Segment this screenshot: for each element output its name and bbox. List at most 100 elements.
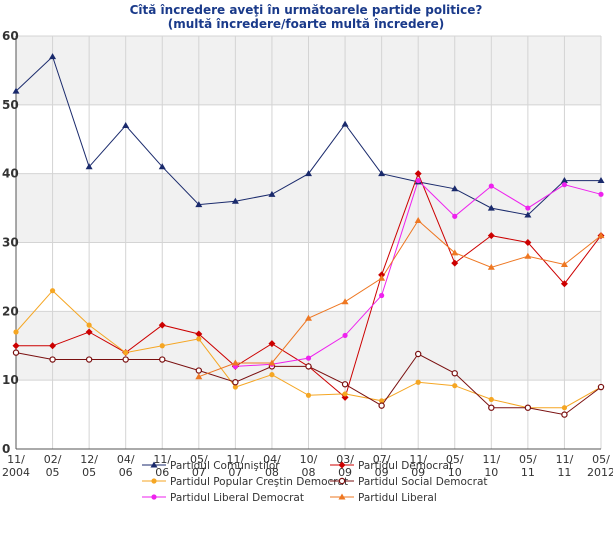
- data-point: [342, 332, 348, 339]
- x-tick-label-line: 05/: [446, 453, 464, 466]
- x-tick-label: 04/06: [117, 453, 135, 479]
- y-tick-label: 60: [2, 29, 19, 43]
- x-tick-label: 11/07: [227, 453, 245, 479]
- legend: Partidul Comuniştilor Partidul Democrat Pa…: [142, 460, 488, 504]
- x-tick-label: 10/08: [300, 453, 318, 479]
- data-point: [379, 398, 385, 404]
- legend-label: Partidul Social Democrat: [358, 476, 488, 488]
- data-point: [196, 336, 202, 342]
- x-tick-label: 02/05: [44, 453, 62, 479]
- data-point: [338, 477, 346, 485]
- y-tick-label: 40: [2, 167, 19, 181]
- x-tick-label-line: 08: [302, 466, 316, 479]
- data-point: [49, 53, 57, 60]
- data-point: [338, 461, 346, 469]
- data-point: [487, 263, 495, 270]
- data-point: [488, 396, 494, 403]
- x-tick-label-line: 11/: [153, 453, 171, 466]
- data-point: [269, 372, 275, 378]
- data-point: [305, 392, 312, 398]
- x-tick-label-line: 02/: [44, 453, 62, 466]
- legend-item: Partidul Social Democrat: [330, 476, 488, 488]
- legend-label: Partidul Democrat: [358, 460, 453, 472]
- x-tick-label: 11/11: [556, 453, 574, 479]
- data-point: [123, 350, 129, 356]
- data-point: [159, 356, 166, 363]
- data-point: [341, 120, 349, 127]
- data-point: [268, 359, 276, 366]
- x-tick-label-line: 03/: [336, 453, 354, 466]
- data-point: [195, 201, 203, 208]
- data-point: [414, 350, 422, 358]
- x-tick-label: 03/09: [336, 453, 354, 479]
- legend-label: Partidul Liberal: [358, 492, 437, 504]
- x-tick-label-line: 12/: [80, 453, 98, 466]
- data-point: [341, 298, 349, 305]
- data-point: [451, 185, 459, 192]
- data-point: [195, 330, 203, 338]
- data-point: [379, 292, 385, 299]
- data-point: [414, 216, 422, 223]
- x-tick-label-line: 06: [155, 466, 169, 479]
- x-tick-label-line: 05/: [519, 453, 537, 466]
- legend-label: Partidul Comuniştilor: [170, 460, 280, 472]
- data-point: [85, 328, 93, 336]
- data-point: [85, 356, 93, 363]
- data-point: [231, 359, 239, 366]
- data-point: [86, 322, 92, 328]
- axes: [15, 36, 601, 450]
- x-axis-tick-labels: 11/200402/0512/0504/0611/0605/0711/0704/…: [2, 453, 613, 479]
- legend-label: Partidul Liberal Democrat: [170, 492, 304, 504]
- data-point: [305, 363, 312, 370]
- data-point: [452, 213, 458, 219]
- x-tick-label: 05/07: [190, 453, 208, 479]
- data-point: [415, 379, 421, 385]
- x-tick-label: 12/05: [80, 453, 98, 479]
- x-tick-label-line: 04/: [117, 453, 135, 466]
- data-point: [13, 329, 19, 335]
- x-tick-label-line: 05: [46, 466, 60, 479]
- data-point: [561, 405, 568, 411]
- data-point: [305, 355, 312, 361]
- data-point: [49, 342, 57, 350]
- data-point: [158, 321, 166, 329]
- data-point: [487, 232, 495, 240]
- legend-item: Partidul Comuniştilor: [142, 460, 280, 472]
- x-tick-label-line: 2004: [2, 466, 30, 479]
- x-tick-label-line: 10: [448, 466, 462, 479]
- data-point: [341, 381, 349, 388]
- x-tick-label-line: 06: [119, 466, 133, 479]
- data-point: [560, 261, 568, 268]
- gridlines: [15, 35, 602, 450]
- legend-label: Partidul Popular Creştin Democrat: [170, 476, 348, 488]
- data-point: [378, 274, 386, 281]
- x-tick-label-line: 04/: [263, 453, 281, 466]
- x-tick-label-line: 11/: [7, 453, 25, 466]
- y-tick-label: 10: [2, 373, 19, 387]
- x-tick-label: 11/10: [482, 453, 500, 479]
- data-point: [122, 121, 130, 128]
- data-point: [524, 252, 532, 259]
- x-tick-label: 11/06: [153, 453, 171, 479]
- x-tick-label-line: 09: [338, 466, 352, 479]
- series-line: [198, 219, 602, 378]
- data-point: [524, 239, 532, 246]
- y-tick-label: 30: [2, 236, 19, 250]
- series-markers: [12, 53, 605, 418]
- y-tick-label: 20: [2, 304, 19, 318]
- x-tick-label-line: 11/: [227, 453, 245, 466]
- y-axis-tick-labels: 0 10 20 30 40 50 60: [2, 29, 19, 456]
- data-point: [488, 404, 495, 411]
- x-tick-label-line: 07: [192, 466, 206, 479]
- data-point: [560, 280, 568, 288]
- data-point: [338, 493, 346, 500]
- x-tick-label-line: 10/: [300, 453, 318, 466]
- data-point: [597, 383, 605, 391]
- data-point: [232, 379, 239, 386]
- legend-item: Partidul Liberal: [330, 492, 437, 504]
- x-tick-label-line: 09: [411, 466, 425, 479]
- x-tick-label-line: 11/: [556, 453, 574, 466]
- data-point: [195, 373, 203, 380]
- data-point: [305, 170, 312, 177]
- data-point: [232, 384, 238, 390]
